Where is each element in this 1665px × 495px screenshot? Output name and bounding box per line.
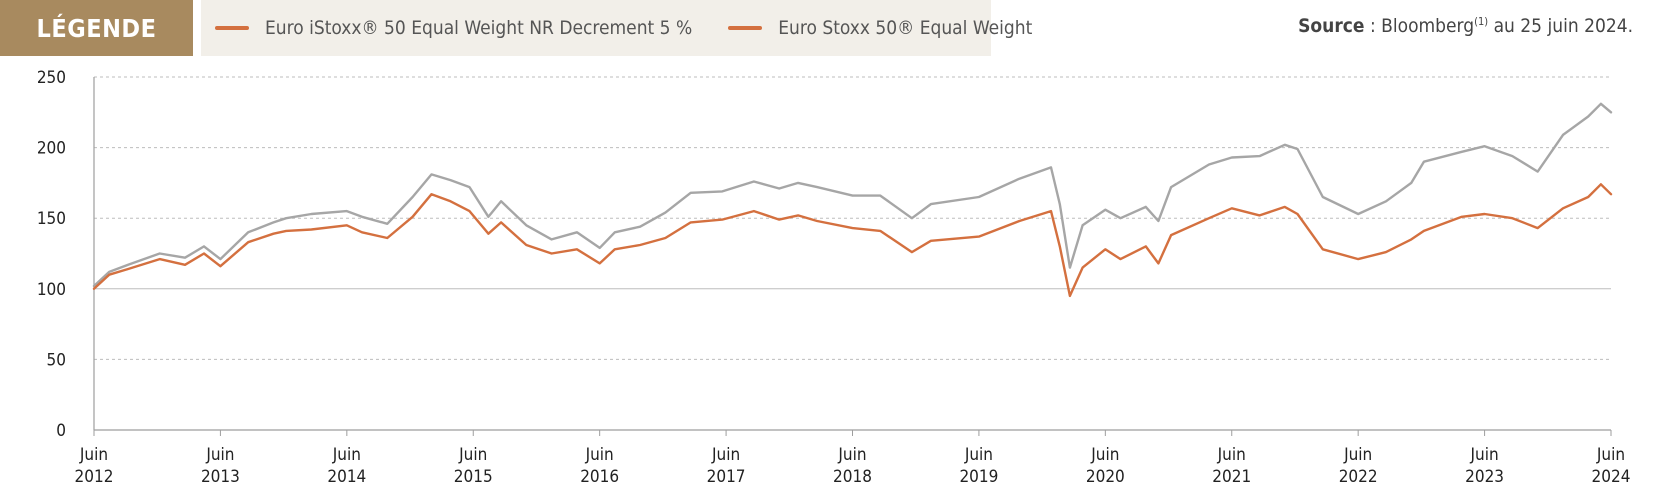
x-tick-label-year-2013: 2013 [201,467,240,487]
x-tick-label-year-2019: 2019 [959,467,998,487]
source-footnote-ref: (1) [1474,15,1489,28]
x-tick-label-year-2022: 2022 [1339,467,1378,487]
x-tick-label-year-2023: 2023 [1465,467,1504,487]
x-tick-label-month-2016: Juin [585,445,614,465]
x-tick-label-month-2017: Juin [711,445,740,465]
x-tick-label-year-2014: 2014 [327,467,366,487]
y-tick-label-100: 100 [37,280,66,300]
x-tick-label-month-2013: Juin [205,445,234,465]
source-note: Source : Bloomberg(1) au 25 juin 2024. [1298,15,1633,37]
x-tick-label-month-2020: Juin [1090,445,1119,465]
source-prefix: Source [1298,15,1365,37]
x-tick-label-year-2021: 2021 [1212,467,1251,487]
x-tick-label-year-2024: 2024 [1592,467,1631,487]
legend-swatch-stoxx [728,26,763,30]
x-tick-label-month-2014: Juin [332,445,361,465]
legend-label-stoxx: Euro Stoxx 50® Equal Weight [778,17,1033,39]
x-tick-label-month-2023: Juin [1470,445,1499,465]
legend-label-istoxx: Euro iStoxx® 50 Equal Weight NR Decremen… [265,17,693,39]
x-tick-label-month-2018: Juin [837,445,866,465]
x-tick-label-year-2020: 2020 [1086,467,1125,487]
x-tick-label-year-2017: 2017 [707,467,746,487]
y-tick-label-250: 250 [37,68,66,88]
x-tick-label-month-2022: Juin [1343,445,1372,465]
y-tick-label-200: 200 [37,139,66,159]
x-tick-label-month-2015: Juin [458,445,487,465]
legend-item-stoxx: Euro Stoxx 50® Equal Weight [728,17,1032,39]
x-tick-label-month-2024: Juin [1596,445,1625,465]
series-line-1 [92,183,1613,298]
legend: Euro iStoxx® 50 Equal Weight NR Decremen… [201,0,1032,56]
x-tick-label-year-2012: 2012 [75,467,114,487]
legend-item-istoxx: Euro iStoxx® 50 Equal Weight NR Decremen… [215,17,692,39]
source-name: Bloomberg [1381,15,1475,37]
legend-title: LÉGENDE [0,0,193,56]
series-line-0 [92,102,1613,288]
x-tick-label-year-2016: 2016 [580,467,619,487]
x-tick-label-month-2019: Juin [964,445,993,465]
y-tick-label-50: 50 [47,350,66,370]
y-tick-label-150: 150 [37,209,66,229]
y-tick-label-0: 0 [56,421,66,441]
x-tick-label-year-2018: 2018 [833,467,872,487]
x-tick-label-month-2012: Juin [79,445,108,465]
source-suffix: au 25 juin 2024. [1488,15,1633,37]
legend-swatch-istoxx [215,26,249,30]
x-tick-label-month-2021: Juin [1217,445,1246,465]
x-tick-label-year-2015: 2015 [454,467,493,487]
source-separator: : [1364,15,1382,37]
